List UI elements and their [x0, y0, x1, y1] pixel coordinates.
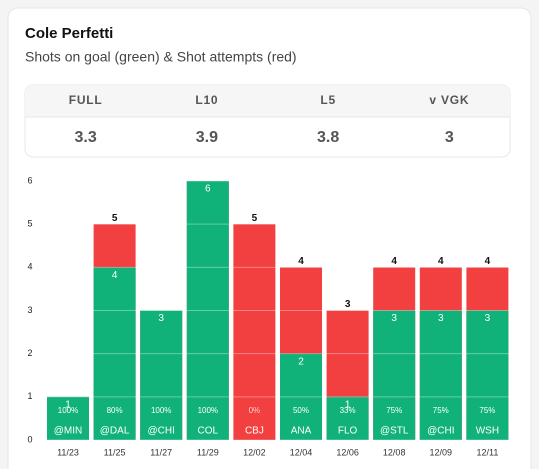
opponent-label: @CHI: [148, 426, 175, 437]
y-tick-label: 3: [27, 305, 32, 315]
y-tick-label: 4: [27, 262, 32, 272]
sog-bar: [140, 310, 183, 440]
y-tick-label: 5: [27, 219, 32, 229]
attempts-label: 5: [112, 213, 118, 224]
opponent-label: @STL: [380, 426, 409, 437]
x-tick-label: 11/29: [197, 447, 219, 457]
sog-label: 3: [391, 313, 397, 324]
stat-value: 3: [445, 129, 454, 146]
x-tick-label: 11/23: [57, 447, 79, 457]
subtitle: Shots on goal (green) & Shot attempts (r…: [25, 49, 297, 65]
sog-bar: [47, 396, 89, 440]
x-tick-label: 12/04: [290, 447, 313, 457]
y-tick-label: 1: [27, 391, 32, 401]
opponent-label: CBJ: [245, 426, 264, 437]
attempts-bar: [233, 224, 276, 440]
pct-label: 75%: [479, 406, 495, 415]
y-tick-label: 2: [27, 348, 32, 358]
y-tick-label: 0: [27, 434, 32, 444]
pct-label: 100%: [151, 406, 171, 415]
x-tick-label: 12/08: [383, 447, 406, 457]
opponent-label: @DAL: [100, 426, 130, 437]
pct-label: 100%: [58, 406, 78, 415]
opponent-label: WSH: [476, 426, 499, 437]
sog-label: 4: [112, 270, 118, 281]
pct-label: 100%: [198, 406, 218, 415]
opponent-label: COL: [198, 426, 219, 437]
stat-value: 3.9: [196, 129, 218, 146]
sog-label: 3: [158, 313, 164, 324]
y-tick-label: 6: [27, 175, 32, 185]
attempts-label: 4: [438, 256, 444, 267]
sog-label: 3: [438, 313, 444, 324]
stat-header: v VGK: [429, 93, 469, 107]
attempts-label: 3: [345, 299, 351, 310]
x-tick-label: 12/02: [243, 447, 266, 457]
attempts-label: 4: [391, 256, 397, 267]
sog-label: 2: [298, 356, 304, 367]
sog-label: 3: [485, 313, 491, 324]
stat-header: L5: [320, 93, 336, 107]
pct-label: 80%: [107, 406, 123, 415]
opponent-label: @MIN: [54, 426, 82, 437]
sog-label: 1: [345, 399, 351, 410]
stat-value: 3.3: [75, 129, 97, 146]
pct-label: 0%: [249, 406, 261, 415]
sog-label: 1: [65, 399, 71, 410]
pct-label: 75%: [433, 406, 449, 415]
title: Cole Perfetti: [25, 25, 113, 42]
sog-bar: [186, 181, 229, 440]
x-tick-label: 11/27: [150, 447, 172, 457]
attempts-label: 4: [298, 256, 304, 267]
x-tick-label: 12/11: [476, 447, 498, 457]
stat-value: 3.8: [317, 129, 339, 146]
attempts-label: 5: [252, 213, 258, 224]
opponent-label: ANA: [291, 426, 312, 437]
opponent-label: FLO: [338, 426, 358, 437]
stat-header: L10: [195, 93, 218, 107]
opponent-label: @CHI: [427, 426, 454, 437]
pct-label: 50%: [293, 406, 309, 415]
x-tick-label: 11/25: [104, 447, 126, 457]
pct-label: 75%: [386, 406, 402, 415]
attempts-label: 4: [485, 256, 491, 267]
pct-label: 33%: [340, 406, 356, 415]
stats-header-bg: [25, 85, 510, 117]
x-tick-label: 12/06: [336, 447, 359, 457]
stat-header: FULL: [69, 93, 103, 107]
sog-bar: [419, 310, 462, 440]
sog-bar: [326, 396, 369, 440]
sog-bar: [466, 310, 509, 440]
sog-bar: [373, 310, 416, 440]
x-tick-label: 12/09: [430, 447, 453, 457]
sog-bar: [280, 353, 322, 440]
sog-label: 6: [205, 184, 211, 195]
sog-bar: [93, 267, 136, 440]
